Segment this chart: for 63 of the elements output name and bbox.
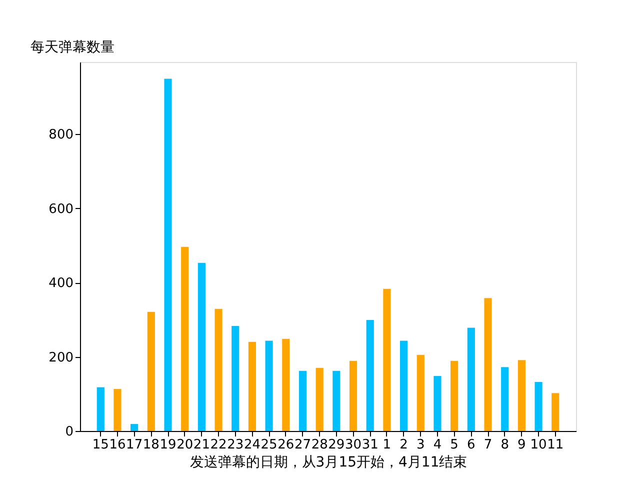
bar [232, 326, 240, 431]
bar [181, 246, 189, 431]
bar [198, 262, 206, 431]
x-tick-label: 30 [344, 438, 362, 452]
x-tick-label: 7 [484, 438, 492, 452]
x-tick-label: 19 [160, 438, 176, 452]
x-tick-label: 26 [278, 438, 294, 452]
bar [400, 340, 408, 431]
x-axis-title: 发送弹幕的日期，从3月15开始，4月11结束 [190, 454, 468, 470]
y-tick-label: 800 [48, 128, 74, 143]
bar [298, 370, 307, 431]
x-tick-label: 11 [547, 438, 564, 452]
bar [114, 389, 122, 431]
x-tick-label: 8 [500, 438, 509, 452]
x-tick-label: 16 [109, 438, 126, 452]
bar [316, 368, 324, 431]
bar [416, 354, 424, 431]
x-tick-label: 9 [518, 438, 526, 452]
bar [534, 382, 542, 431]
y-tick-label: 600 [48, 202, 74, 217]
bar [332, 370, 340, 431]
x-tick-label: 29 [328, 438, 345, 452]
bar [518, 360, 526, 431]
x-tick-label: 18 [142, 438, 160, 452]
bar [282, 338, 290, 431]
x-tick-label: 5 [450, 438, 458, 452]
x-tick-label: 23 [227, 438, 244, 452]
x-tick-label: 27 [294, 438, 312, 452]
bar [147, 312, 155, 431]
x-tick-label: 31 [362, 438, 378, 452]
y-tick-label: 400 [48, 276, 74, 292]
x-tick-label: 25 [260, 438, 278, 452]
bar [501, 367, 509, 431]
bar [383, 288, 391, 431]
bar [248, 342, 256, 431]
bar [164, 78, 172, 431]
bar [434, 376, 442, 431]
x-tick-label: 21 [193, 438, 210, 452]
x-tick-label: 6 [467, 438, 476, 452]
bar [484, 298, 492, 431]
x-tick-label: 4 [433, 438, 442, 452]
bar [130, 424, 138, 431]
x-tick-label: 10 [530, 438, 547, 452]
x-tick-label: 17 [126, 438, 143, 452]
x-tick-label: 15 [92, 438, 109, 452]
x-tick-label: 28 [311, 438, 328, 452]
x-tick-label: 20 [176, 438, 194, 452]
bar [96, 387, 104, 431]
y-axis-title: 每天弹幕数量 [30, 40, 114, 56]
bar [349, 360, 358, 431]
y-tick-label: 200 [48, 350, 74, 366]
x-tick-label: 22 [210, 438, 227, 452]
x-tick-label: 1 [382, 438, 392, 452]
bar [467, 328, 475, 431]
x-tick-label: 2 [400, 438, 408, 452]
bar [214, 308, 222, 431]
bar [265, 340, 273, 431]
y-tick-label: 0 [65, 424, 74, 440]
x-tick-label: 3 [416, 438, 425, 452]
bar [552, 393, 560, 431]
x-tick-label: 24 [244, 438, 260, 452]
bar [366, 320, 374, 431]
bar [450, 360, 458, 431]
